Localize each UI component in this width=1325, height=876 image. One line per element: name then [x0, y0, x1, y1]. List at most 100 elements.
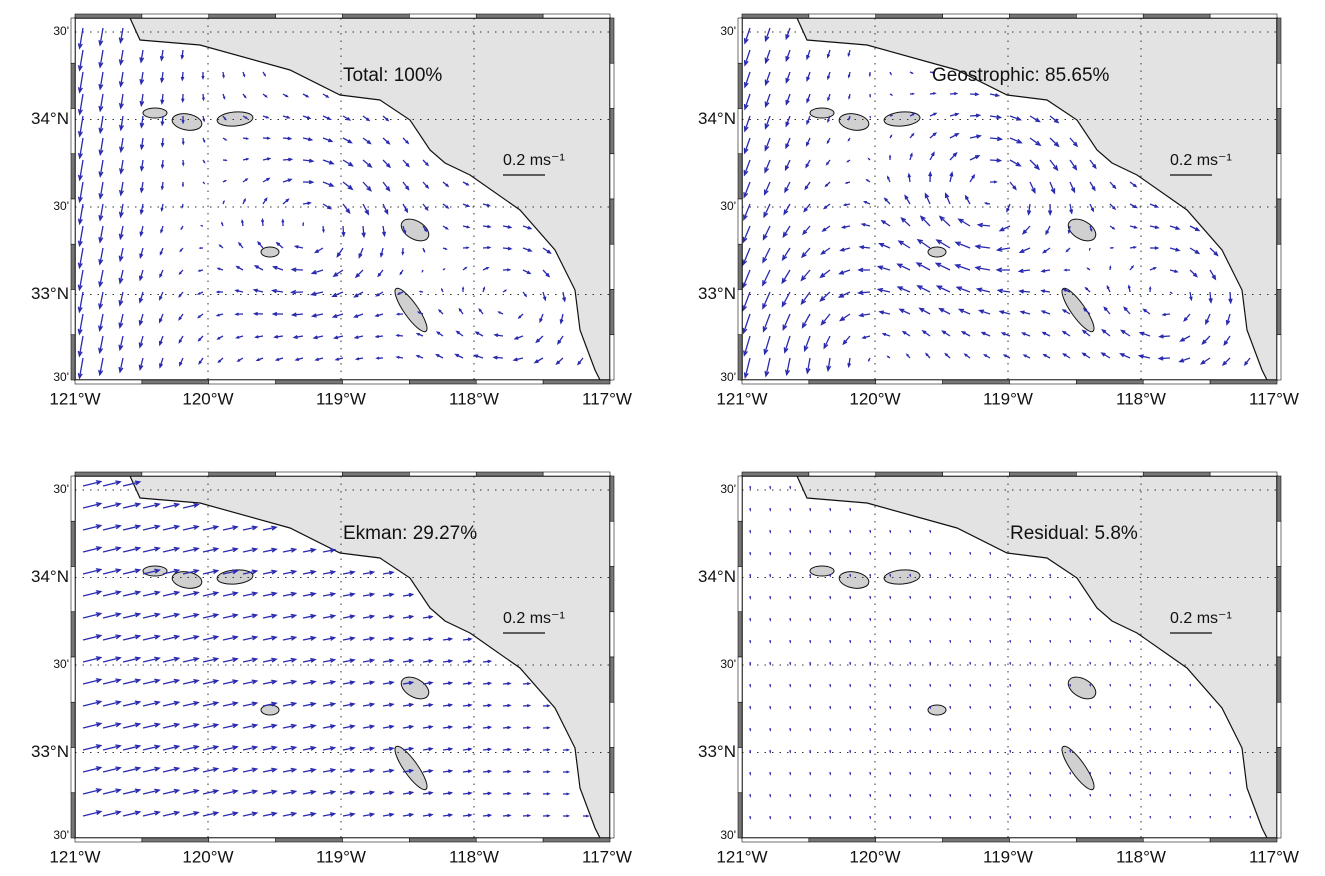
velocity-arrow	[482, 681, 493, 686]
velocity-arrow	[342, 702, 356, 707]
panel-label: Residual: 5.8%	[1010, 523, 1138, 544]
frame-band	[208, 837, 276, 843]
velocity-arrow	[222, 569, 239, 575]
velocity-arrow	[823, 335, 831, 350]
velocity-arrow	[742, 247, 751, 267]
velocity-arrow	[102, 568, 122, 575]
velocity-arrow	[119, 137, 125, 154]
velocity-arrow	[769, 551, 772, 556]
velocity-arrow	[142, 546, 161, 553]
velocity-arrow	[442, 681, 454, 686]
velocity-arrow	[869, 93, 872, 99]
velocity-arrow	[382, 658, 395, 664]
island	[400, 218, 430, 242]
velocity-arrow	[102, 678, 122, 685]
velocity-arrow	[138, 313, 144, 327]
velocity-arrow	[282, 178, 293, 183]
velocity-arrow	[242, 197, 246, 205]
island	[260, 246, 280, 258]
x-tick-label: 117°W	[582, 847, 632, 866]
frame-band	[70, 656, 76, 703]
velocity-arrow	[929, 749, 932, 754]
velocity-arrow	[362, 768, 376, 773]
velocity-arrow	[402, 203, 409, 214]
frame-band	[74, 13, 143, 19]
velocity-arrow	[944, 192, 951, 205]
velocity-arrow	[142, 810, 161, 817]
velocity-arrow	[769, 529, 772, 534]
velocity-arrow	[234, 289, 244, 293]
velocity-arrow	[1189, 247, 1201, 255]
frame-band	[609, 334, 615, 381]
velocity-arrow	[102, 766, 122, 773]
velocity-arrow	[202, 181, 206, 185]
velocity-arrow	[218, 244, 224, 249]
velocity-arrow	[502, 246, 513, 251]
velocity-arrow	[769, 485, 772, 490]
velocity-arrow	[929, 71, 936, 74]
frame-band	[1142, 471, 1211, 477]
velocity-arrow	[182, 634, 200, 641]
velocity-arrow	[382, 614, 395, 620]
velocity-arrow	[421, 269, 424, 273]
velocity-arrow	[1041, 247, 1051, 254]
velocity-arrow	[321, 225, 325, 234]
velocity-arrow	[442, 813, 454, 818]
velocity-arrow	[162, 634, 181, 641]
velocity-arrow	[179, 247, 184, 253]
velocity-arrow	[399, 269, 404, 276]
velocity-arrow	[969, 683, 972, 688]
velocity-arrow	[142, 634, 161, 641]
velocity-arrow	[909, 595, 912, 600]
velocity-arrow	[887, 175, 891, 183]
velocity-arrow	[222, 635, 239, 641]
velocity-arrow	[1017, 268, 1031, 274]
velocity-arrow	[909, 573, 912, 578]
x-tick-label: 118°W	[449, 847, 499, 866]
velocity-arrow	[849, 749, 852, 754]
velocity-arrow	[322, 548, 337, 553]
velocity-arrow	[102, 722, 122, 729]
velocity-arrow	[402, 746, 415, 752]
velocity-arrow	[785, 357, 791, 377]
frame-band	[737, 520, 743, 567]
velocity-arrow	[909, 132, 915, 139]
frame-band	[1209, 13, 1278, 19]
velocity-arrow	[769, 595, 772, 600]
frame-band	[942, 837, 1010, 843]
velocity-arrow	[1106, 284, 1111, 293]
velocity-arrow	[764, 115, 771, 130]
velocity-arrow	[949, 151, 958, 161]
velocity-arrow	[1040, 310, 1051, 315]
velocity-arrow	[362, 724, 376, 729]
velocity-arrow	[382, 724, 395, 730]
velocity-arrow	[422, 637, 434, 642]
x-tick-label: 120°W	[182, 389, 233, 408]
velocity-arrow	[785, 71, 791, 84]
velocity-arrow	[849, 793, 852, 798]
velocity-arrow	[422, 159, 430, 167]
velocity-arrow	[1042, 353, 1051, 359]
velocity-arrow	[262, 701, 278, 707]
velocity-arrow	[969, 551, 972, 556]
velocity-arrow	[998, 225, 1011, 232]
y-tick-label: 30'	[53, 370, 69, 384]
velocity-arrow	[282, 547, 298, 553]
velocity-arrow	[158, 335, 164, 347]
y-tick-label: 30'	[53, 828, 69, 842]
velocity-arrow	[142, 502, 161, 509]
island	[171, 113, 203, 131]
velocity-arrow	[842, 203, 851, 207]
velocity-arrow	[1178, 357, 1191, 363]
velocity-arrow	[865, 179, 871, 183]
frame-band	[74, 471, 143, 477]
velocity-arrow	[262, 136, 271, 140]
velocity-arrow	[1062, 288, 1071, 293]
velocity-arrow	[379, 247, 384, 258]
velocity-arrow	[1129, 203, 1138, 209]
x-tick-label: 118°W	[1116, 847, 1166, 866]
frame-band	[609, 243, 615, 290]
velocity-arrow	[252, 311, 264, 316]
velocity-arrow	[949, 793, 952, 798]
velocity-arrow	[142, 766, 161, 773]
